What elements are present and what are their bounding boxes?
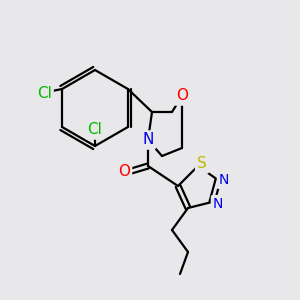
Text: O: O (118, 164, 130, 179)
Text: N: N (213, 197, 223, 211)
Text: Cl: Cl (37, 85, 52, 100)
Text: S: S (197, 157, 207, 172)
Text: Cl: Cl (88, 122, 102, 137)
Text: N: N (219, 173, 229, 187)
Text: N: N (142, 133, 154, 148)
Text: O: O (176, 88, 188, 104)
